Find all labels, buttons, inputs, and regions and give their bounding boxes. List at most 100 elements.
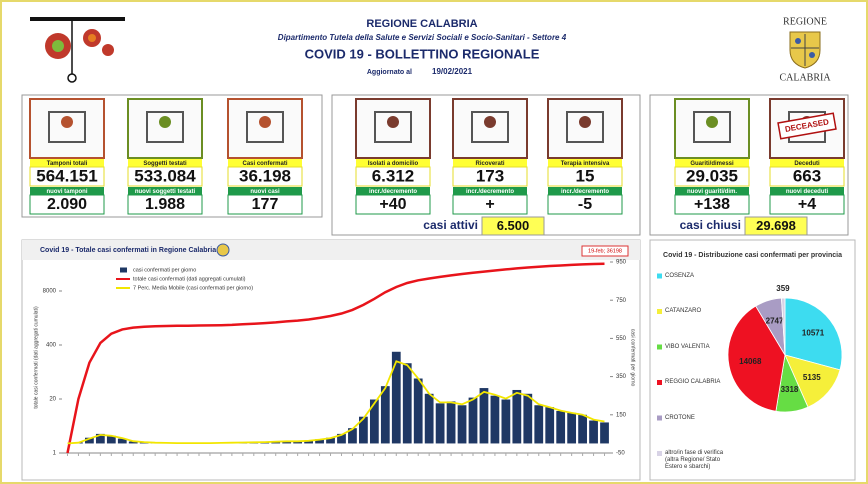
card-label-bg: [548, 159, 622, 167]
icon-shape: [159, 116, 171, 128]
legend-swatch: [657, 344, 662, 350]
card-label: Guariti/dimessi: [690, 161, 734, 167]
pie-value-label: 5135: [803, 373, 821, 382]
card-label-bg: [30, 159, 104, 167]
pie-slice: [784, 297, 843, 371]
card-sublabel-bg: [770, 187, 844, 195]
pie-value-label: 359: [776, 284, 790, 293]
bar: [337, 433, 346, 444]
bar: [282, 441, 292, 444]
legend-label: altro/in fase di verifica (altra Regione…: [665, 450, 724, 470]
card-subvalue: +40: [379, 196, 406, 213]
bar: [95, 433, 105, 444]
card-label: Soggetti testati: [143, 161, 187, 167]
total-label: casi chiusi: [680, 218, 741, 232]
line-chart-panel: [21, 239, 641, 481]
legend-label: totale casi confermati (dati aggregati c…: [133, 276, 246, 282]
legend-label: CATANZARO: [665, 308, 702, 314]
bar: [446, 401, 456, 444]
card-sublabel: nuovi deceduti: [786, 189, 829, 195]
legend-label: REGGIO CALABRIA: [665, 379, 721, 385]
bar: [413, 378, 423, 444]
bar: [402, 363, 412, 444]
bar: [567, 412, 577, 444]
card-icon: [674, 98, 750, 159]
card-sublabel: nuovi guariti/dim.: [687, 189, 737, 195]
icon-shape: [484, 116, 496, 128]
card-sublabel-bg: [356, 187, 430, 195]
total-label: casi attivi: [423, 218, 478, 232]
legend-label: casi confermati per giorno: [133, 267, 196, 273]
title-icon: [216, 243, 230, 257]
card-subvalue-box: [29, 194, 105, 215]
pie-slice: [727, 305, 786, 412]
card-icon: [452, 98, 528, 159]
bar: [304, 440, 313, 444]
legend-swatch: [657, 451, 662, 456]
card-sublabel-bg: [453, 187, 527, 195]
card-subvalue-box: [355, 194, 431, 215]
legend-swatch: [657, 273, 662, 279]
card-value-box: [29, 166, 105, 187]
bar: [326, 437, 335, 444]
card-label: Isolati a domicilio: [368, 161, 419, 167]
card-sublabel: nuovi casi: [250, 189, 280, 195]
updated-date: 19/02/2021: [432, 67, 473, 76]
icon-shape: [579, 116, 591, 128]
bar: [117, 438, 127, 444]
y-tick-label: 1: [53, 451, 57, 457]
card-value-box: [547, 166, 623, 187]
y-axis-label: totale casi confermati (dati aggregati c…: [33, 306, 39, 409]
legend-label: VIBO VALENTIA: [665, 343, 710, 350]
card-value-box: [127, 166, 203, 187]
card-sublabel-bg: [128, 187, 202, 195]
annotation-box: [581, 245, 629, 257]
card-value-box: [674, 166, 750, 187]
bar: [512, 389, 522, 444]
legend-label: 7 Perc. Media Mobile (casi confermati pe…: [133, 285, 253, 291]
icon-shape: [374, 111, 412, 143]
card-icon: [227, 98, 303, 159]
card-subvalue-box: [769, 194, 845, 215]
icon-shape: [566, 111, 604, 143]
y-tick-label: 400: [46, 343, 57, 349]
card-icon: [355, 98, 431, 159]
legend-label: CROTONE: [665, 414, 695, 421]
bar: [468, 397, 478, 444]
card-label-bg: [675, 159, 749, 167]
card-value: 173: [476, 166, 504, 185]
bar: [479, 388, 489, 444]
y2-tick-label: 750: [616, 298, 627, 304]
bar: [600, 422, 609, 444]
pie-value-label: 3318: [781, 385, 799, 394]
card-subvalue: 2.090: [47, 196, 87, 213]
y2-tick-label: 150: [616, 412, 627, 418]
card-icon: [29, 98, 105, 159]
bar: [391, 351, 401, 444]
icon-shape: [693, 111, 731, 143]
bar: [545, 407, 555, 444]
y2-tick-label: 350: [616, 374, 627, 380]
card-subvalue-box: [452, 194, 528, 215]
legend-swatch: [120, 267, 127, 273]
y2-tick-label: 550: [616, 336, 627, 342]
card-label-bg: [128, 159, 202, 167]
icon-shape: [259, 116, 271, 128]
y-tick-label: 8000: [43, 289, 57, 295]
bar: [106, 435, 116, 444]
updated-label: Aggiornato al: [367, 69, 412, 76]
card-subvalue-box: [547, 194, 623, 215]
card-sublabel: incr./decremento: [466, 189, 514, 195]
icon-shape: [61, 116, 73, 128]
card-value: 15: [576, 166, 595, 185]
header-subtitle: Dipartimento Tutela della Salute e Servi…: [278, 33, 567, 42]
card-sublabel-bg: [30, 187, 104, 195]
legend-swatch: [657, 380, 662, 385]
y2-tick-label: -50: [616, 451, 625, 457]
stamp: [777, 112, 837, 140]
icon-shape: [48, 111, 86, 143]
bulletin-title: COVID 19 - BOLLETTINO REGIONALE: [305, 46, 540, 61]
card-label: Terapia intensiva: [561, 161, 610, 167]
